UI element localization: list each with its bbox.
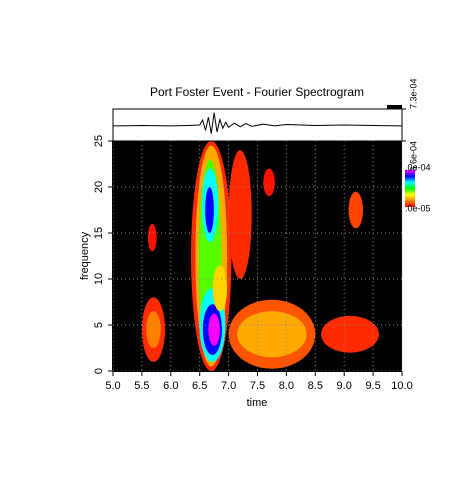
blobs [141, 141, 379, 371]
spectral-blob [321, 315, 379, 353]
y-axis-label: frequency [79, 231, 91, 280]
x-tick-label: 8.5 [308, 380, 323, 392]
x-tick-label: 9.0 [337, 380, 352, 392]
spectral-blob [228, 150, 252, 279]
x-tick-label: 9.5 [365, 380, 380, 392]
spectral-blob [263, 168, 275, 197]
y-tick-label: 20 [93, 181, 105, 193]
y-tick-label: 10 [93, 273, 105, 285]
y-tick-label: 0 [93, 368, 105, 374]
spectral-blob [205, 187, 214, 233]
x-tick-label: 10.0 [391, 380, 412, 392]
y-tick-label: 5 [93, 322, 105, 328]
y-tick-label: 25 [93, 135, 105, 147]
x-tick-label: 6.5 [192, 380, 207, 392]
x-tick-label: 8.0 [279, 380, 294, 392]
y-tick-label: 15 [93, 227, 105, 239]
spectral-blob [212, 265, 228, 312]
x-axis-label: time [247, 397, 268, 409]
colorbar-label: .0e-05 [405, 203, 431, 213]
x-tick-label: 7.5 [250, 380, 265, 392]
trace-y-tick-label: 7.3e-04 [408, 78, 418, 109]
trace-line [113, 112, 402, 134]
colorbar [405, 170, 415, 207]
spectral-blob [237, 311, 307, 358]
trace-y-tick-label: 6.6e-04 [408, 141, 418, 172]
x-tick-label: 6.0 [163, 380, 178, 392]
scale-marker [387, 105, 402, 109]
x-tick-label: 5.0 [105, 380, 120, 392]
spectral-blob [147, 223, 157, 252]
chart-title: Port Foster Event - Fourier Spectrogram [150, 85, 364, 99]
colorbar-label: .0e-04 [405, 162, 431, 172]
x-tick-label: 5.5 [134, 380, 149, 392]
spectral-blob [208, 313, 220, 346]
spectral-blob [348, 191, 363, 229]
x-tick-label: 7.0 [221, 380, 236, 392]
spectral-blob [146, 311, 161, 348]
